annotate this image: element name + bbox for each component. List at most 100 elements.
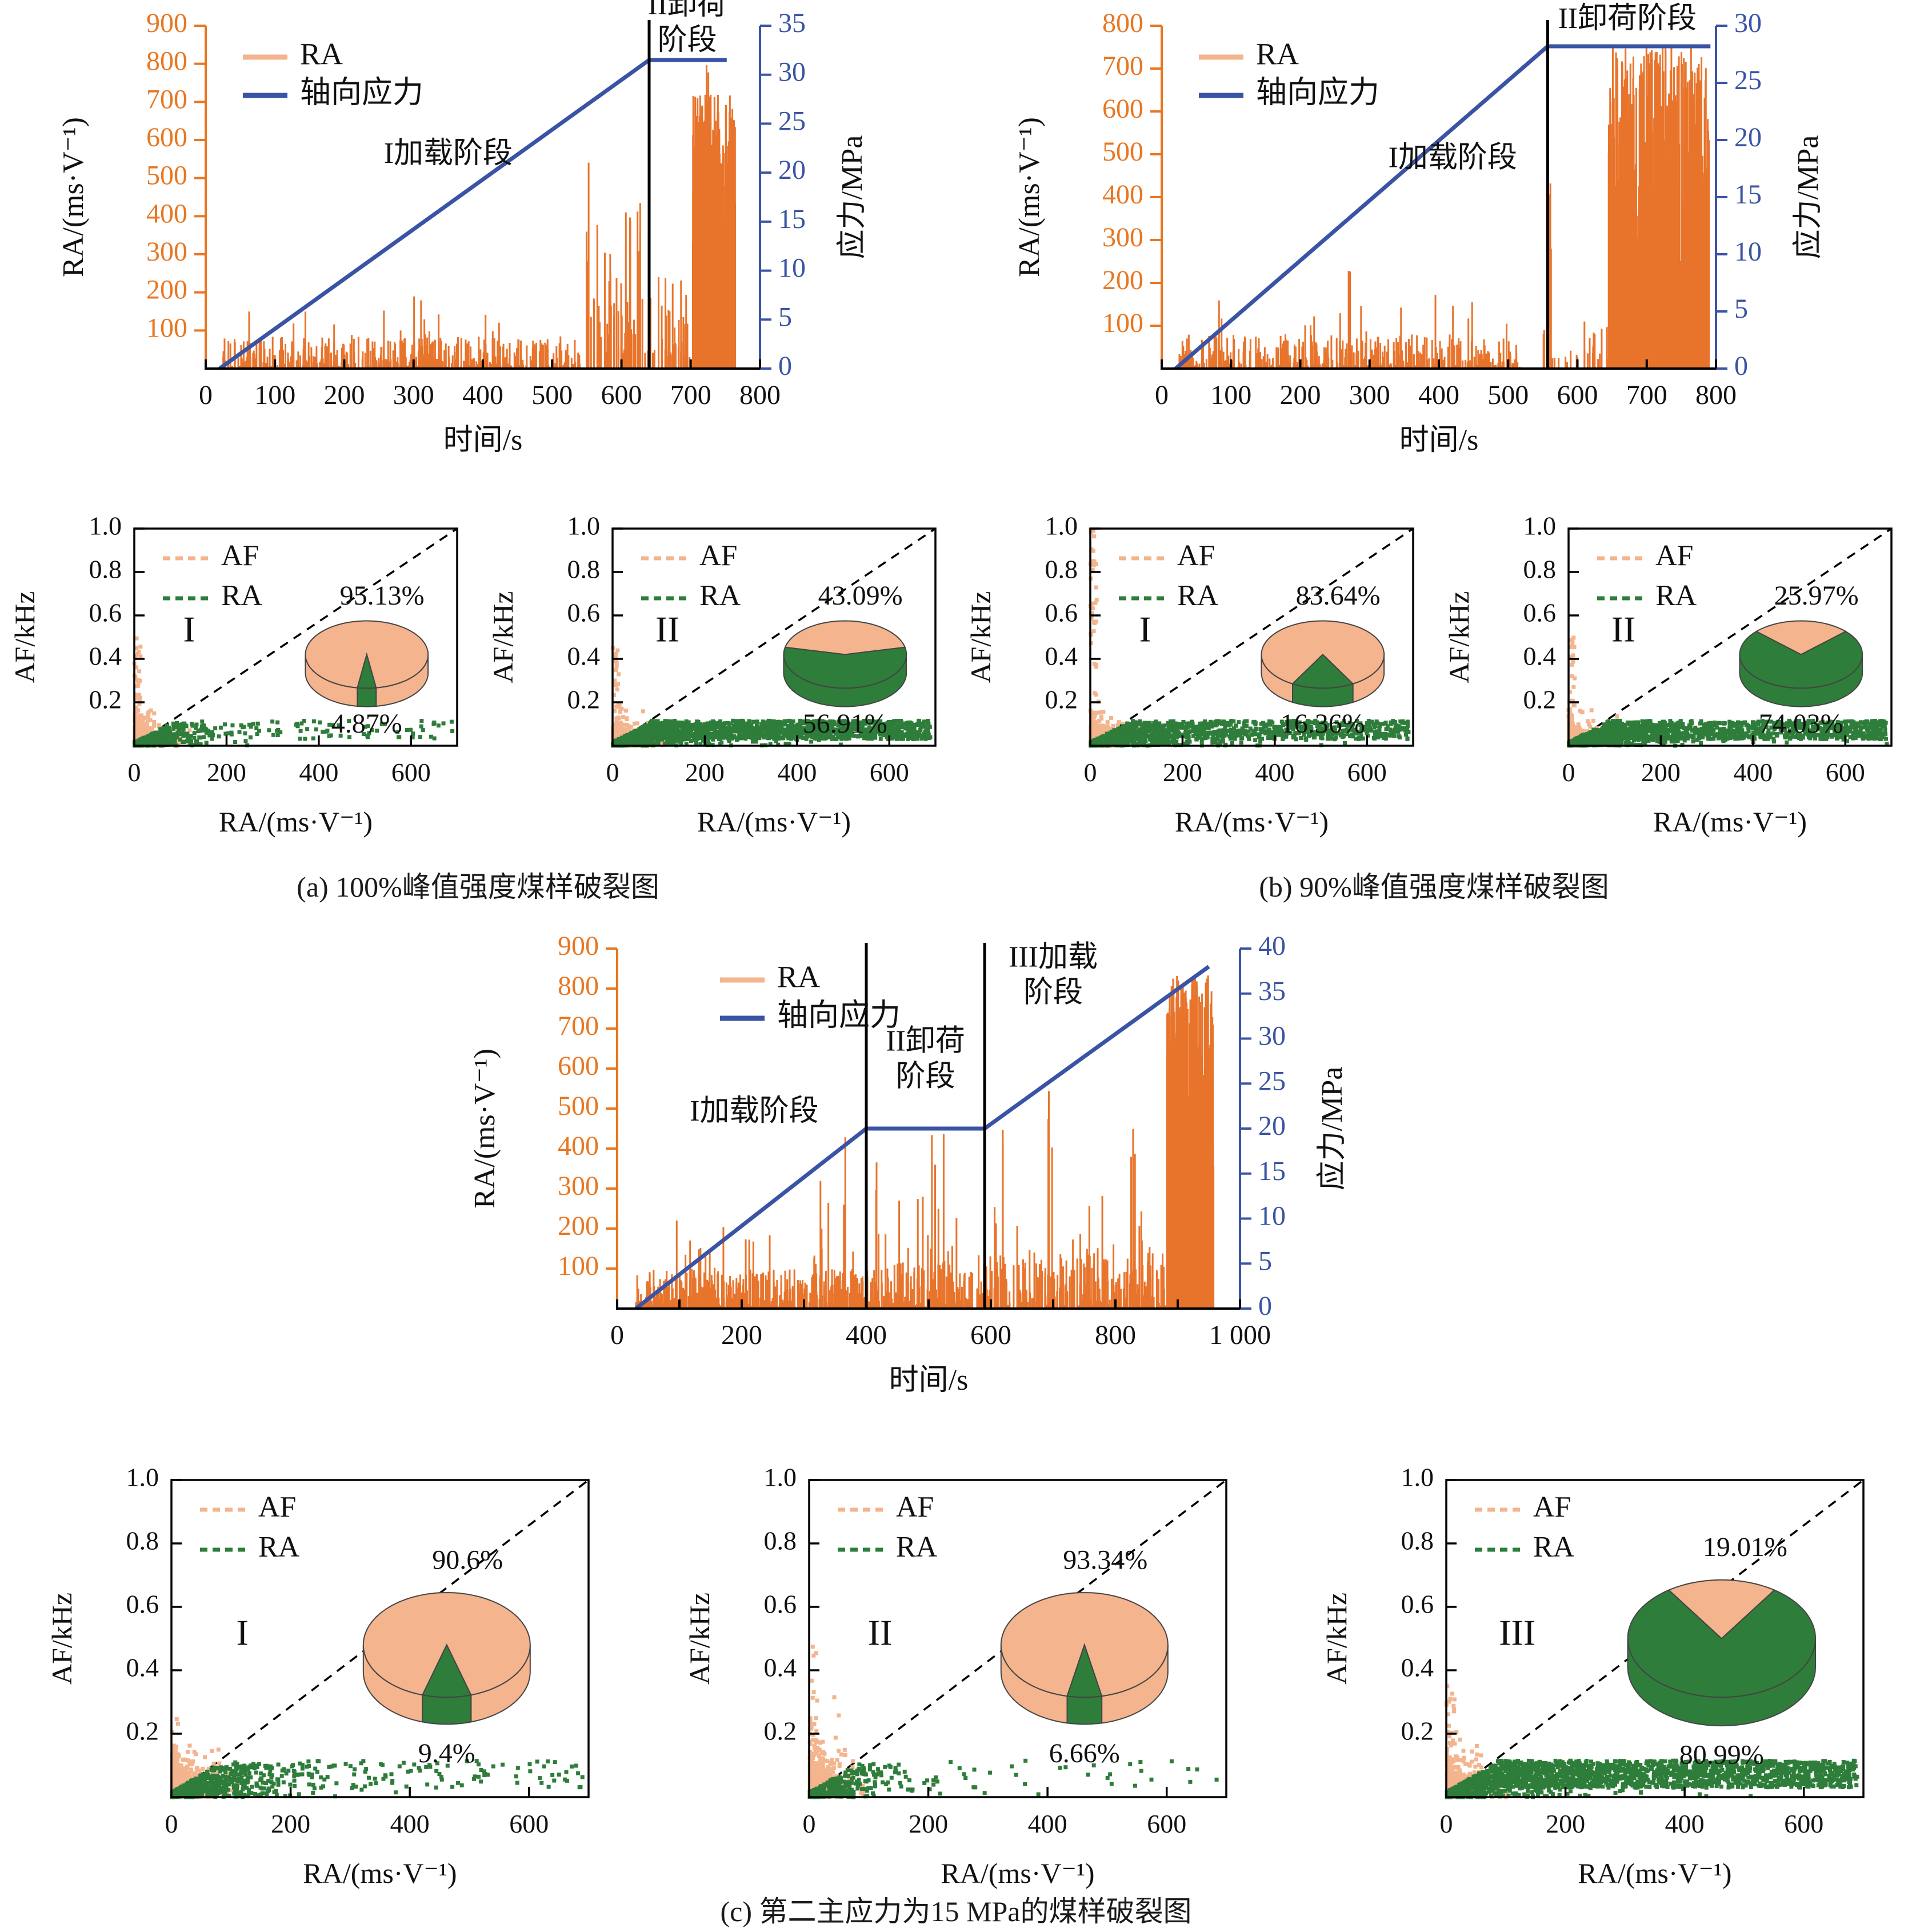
pie-ra-slice: [1627, 1589, 1817, 1698]
svg-text:500: 500: [146, 161, 187, 191]
pie-af-slice: [1755, 620, 1847, 655]
chart-c-ra-stress-timeseries: 1002003004005006007008009000510152025303…: [469, 931, 1349, 1397]
legend-ra-label: RA: [777, 959, 820, 994]
svg-text:700: 700: [146, 84, 187, 114]
svg-text:25: 25: [1734, 65, 1762, 95]
plot-frame: [1089, 527, 1414, 747]
svg-text:30: 30: [1734, 8, 1762, 38]
svg-text:100: 100: [1102, 308, 1143, 338]
ra-spike-series: [222, 65, 737, 368]
caption-b: (b) 90%峰值强度煤样破裂图: [1259, 871, 1609, 903]
stage-label: II: [1611, 609, 1636, 650]
svg-text:1.0: 1.0: [89, 511, 122, 541]
legend-ra-label: RA: [1256, 37, 1299, 71]
svg-text:400: 400: [146, 198, 187, 229]
svg-text:200: 200: [1280, 380, 1321, 410]
pie-af-percent: 43.09%: [818, 581, 903, 611]
scatter-a-stage2-group: 0.20.40.60.81.00 200 400 600RA/(ms·V⁻¹)AF/k…: [487, 511, 937, 838]
svg-text:200: 200: [146, 275, 187, 305]
chart-a-ra-stress-timeseries: 100 200 300 400 500 600 700 800 900 0 5 10 15 20 25 30 3…: [57, 0, 869, 457]
stage-label: II: [868, 1613, 893, 1653]
pie-inset: [362, 1592, 531, 1725]
right-axis-title: 应力/MPa: [1316, 1067, 1349, 1191]
ra-points: [611, 718, 933, 748]
pie-ra-percent: 16.36%: [1281, 709, 1365, 739]
pie-ra-slice: [1739, 630, 1863, 689]
diagonal-guide: [134, 527, 458, 747]
pie-ra-slice: [357, 652, 377, 689]
svg-text:800: 800: [1695, 380, 1737, 410]
pie-af-percent: 25.97%: [1774, 581, 1859, 611]
ra-points: [170, 1759, 585, 1799]
legend-af-label: AF: [896, 1491, 934, 1523]
svg-text:15: 15: [778, 204, 806, 234]
ra-spike-series: [635, 975, 1215, 1308]
legend-stress-label: 轴向应力: [1256, 75, 1379, 109]
svg-text:600: 600: [146, 122, 187, 153]
svg-text:700: 700: [670, 380, 711, 410]
x-axis-title: RA/(ms·V⁻¹): [941, 1857, 1094, 1889]
svg-text:0: 0: [1734, 351, 1748, 381]
scatter-b-stage1-group: 0.20.40.60.81.00 200 400 600RA/(ms·V⁻¹)AF/k…: [965, 511, 1414, 838]
plot-frame: [170, 1479, 590, 1798]
pie-ra-percent: 74.03%: [1759, 709, 1843, 739]
left-axis-title: RA/(ms·V⁻¹): [57, 117, 90, 277]
pie-af-percent: 90.6%: [432, 1545, 503, 1575]
scatter-c-stage1-group: 0.20.40.60.81.00 200 400 600RA/(ms·V⁻¹)AF/k…: [46, 1463, 590, 1889]
scatter-c-stage1: 0.20.40.60.81.00 200 400 600RA/(ms·V⁻¹)AF/k…: [46, 1463, 590, 1889]
pie-ra-percent: 56.91%: [803, 709, 887, 739]
pie-inset: [1627, 1579, 1817, 1727]
svg-text:500: 500: [1487, 380, 1529, 410]
scatter-a-stage2: 0.20.40.60.81.00 200 400 600RA/(ms·V⁻¹)AF/k…: [487, 511, 937, 838]
svg-text:400: 400: [1102, 179, 1143, 210]
stage-annotation: I加载阶段: [1389, 142, 1517, 174]
pie-ra-slice: [1066, 1643, 1103, 1698]
x-axis-title: RA/(ms·V⁻¹): [219, 806, 373, 838]
diagonal-guide: [1090, 527, 1414, 747]
svg-text:100: 100: [146, 313, 187, 343]
x-axis-title: RA/(ms·V⁻¹): [1578, 1857, 1731, 1889]
pie-af-slice: [784, 620, 906, 655]
svg-text:35: 35: [778, 8, 806, 38]
stage-label: I: [1139, 609, 1151, 650]
plot-frame: [133, 527, 458, 747]
legend-ra-label: RA: [1533, 1531, 1575, 1563]
scatter-b-stage2: 0.20.40.60.81.00 200 400 600RA/(ms·V⁻¹)AF/k…: [1443, 511, 1893, 838]
stage-annotation: II卸荷: [886, 1025, 965, 1058]
legend-ra-label: RA: [1655, 579, 1697, 612]
svg-text:800: 800: [146, 46, 187, 77]
svg-text:5: 5: [1734, 294, 1748, 324]
svg-text:300: 300: [1349, 380, 1390, 410]
axial-stress-line: [634, 965, 1210, 1310]
svg-text:400: 400: [299, 758, 338, 787]
y-axis-title: AF/kHz: [965, 591, 997, 683]
stage-annotation: I加载阶段: [690, 1095, 818, 1127]
pie-ra-percent: 80.99%: [1679, 1740, 1764, 1770]
svg-text:200: 200: [1102, 265, 1143, 295]
left-axis-title: RA/(ms·V⁻¹): [469, 1049, 501, 1209]
legend-af-label: AF: [221, 539, 259, 572]
svg-text:30: 30: [778, 57, 806, 87]
legend-af-label: AF: [1177, 539, 1215, 572]
stage-label: I: [236, 1613, 248, 1653]
pie-ra-percent: 9.4%: [418, 1738, 475, 1769]
plot-frame: [808, 1479, 1227, 1798]
timeseries-c-15mpa-group: 1002003004005006007008009000510152025303…: [469, 931, 1349, 1397]
plot-frame: [611, 527, 937, 747]
svg-text:600: 600: [601, 380, 642, 410]
stage-label: I: [183, 609, 195, 650]
ra-points: [807, 1758, 1219, 1799]
y-axis-title: AF/kHz: [683, 1593, 715, 1685]
legend-ra-label: RA: [258, 1531, 300, 1563]
svg-text:25: 25: [778, 106, 806, 136]
pie-af-percent: 83.64%: [1296, 581, 1381, 611]
pie-inset: [305, 620, 429, 707]
y-axis-title: AF/kHz: [487, 591, 519, 683]
pie-ra-slice: [1291, 654, 1354, 689]
svg-text:700: 700: [1626, 380, 1667, 410]
svg-text:300: 300: [1102, 222, 1143, 253]
x-axis-title: RA/(ms·V⁻¹): [303, 1857, 457, 1889]
stage-annotation: I加载阶段: [384, 137, 513, 170]
pie-af-percent: 19.01%: [1703, 1532, 1787, 1562]
